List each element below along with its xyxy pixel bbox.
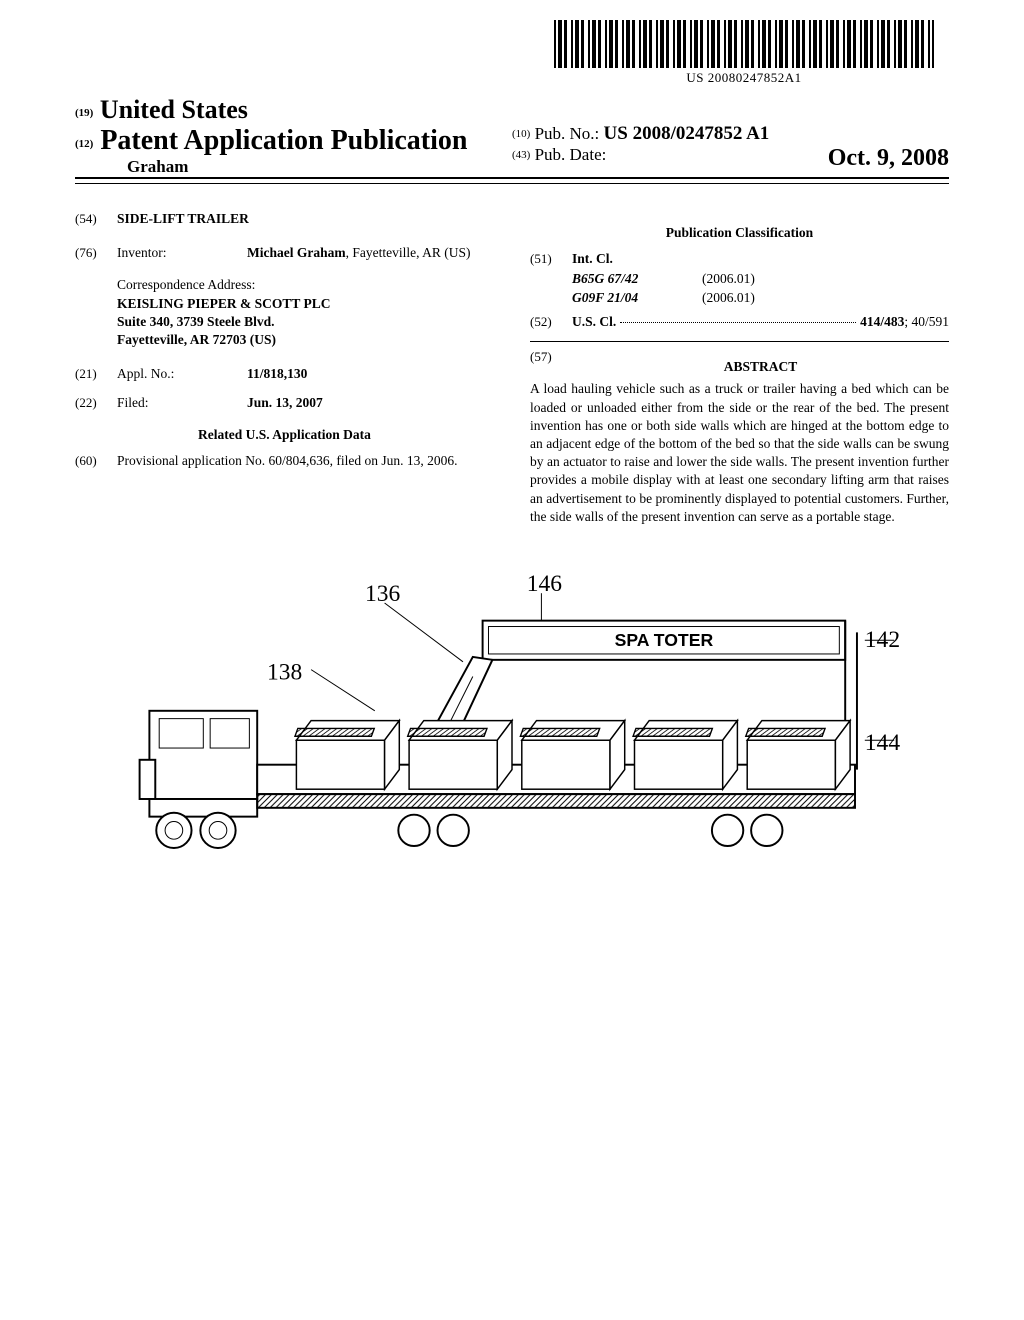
patent-figure: SPA TOTER	[120, 560, 904, 940]
inventor-name: Michael Graham	[247, 245, 346, 260]
code-52: (52)	[530, 313, 572, 331]
body-columns: (54) SIDE-LIFT TRAILER (76) Inventor: Mi…	[75, 210, 949, 526]
sign-text: SPA TOTER	[615, 630, 714, 650]
right-column: Publication Classification (51) Int. Cl.…	[530, 210, 949, 526]
uscl-value: 414/483	[860, 314, 904, 329]
corr-line3: Fayetteville, AR 72703 (US)	[117, 332, 276, 347]
intcl-symbol: G09F 21/04	[572, 289, 702, 307]
pubno-value: US 2008/0247852 A1	[604, 123, 770, 144]
pubno-label: Pub. No.:	[535, 124, 600, 143]
filed-value: Jun. 13, 2007	[247, 395, 323, 410]
inventor-loc: , Fayetteville, AR (US)	[346, 245, 471, 260]
ref-136: 136	[365, 581, 401, 607]
code-60: (60)	[75, 452, 117, 470]
corr-label: Correspondence Address:	[117, 276, 494, 294]
intcl-row: B65G 67/42 (2006.01)	[572, 270, 949, 288]
code-76: (76)	[75, 244, 117, 262]
pubdate-value: Oct. 9, 2008	[828, 145, 949, 172]
barcode-region: US 20080247852A1	[554, 20, 934, 86]
code-43: (43)	[512, 149, 530, 161]
intcl-date: (2006.01)	[702, 270, 812, 288]
ref-138: 138	[267, 659, 302, 685]
ref-142: 142	[865, 627, 900, 653]
country: United States	[100, 95, 248, 124]
barcode-label: US 20080247852A1	[554, 70, 934, 86]
masthead: (19) United States (12) Patent Applicati…	[75, 95, 949, 194]
pubdate-label: Pub. Date:	[535, 145, 607, 164]
filed-label: Filed:	[117, 394, 247, 412]
code-22: (22)	[75, 394, 117, 412]
intcl-date: (2006.01)	[702, 289, 812, 307]
correspondence-address: Correspondence Address: KEISLING PIEPER …	[117, 276, 494, 349]
uscl-value2: ; 40/591	[904, 314, 949, 329]
code-12: (12)	[75, 138, 93, 150]
code-21: (21)	[75, 365, 117, 383]
left-column: (54) SIDE-LIFT TRAILER (76) Inventor: Mi…	[75, 210, 494, 526]
inventor-label: Inventor:	[117, 244, 247, 262]
ref-144: 144	[865, 730, 901, 756]
corr-line1: KEISLING PIEPER & SCOTT PLC	[117, 296, 331, 311]
intcl-row: G09F 21/04 (2006.01)	[572, 289, 949, 307]
code-57: (57)	[530, 348, 572, 380]
intcl-table: B65G 67/42 (2006.01) G09F 21/04 (2006.01…	[572, 270, 949, 306]
intcl-label: Int. Cl.	[572, 251, 613, 266]
publication-type: Patent Application Publication	[100, 125, 467, 156]
code-19: (19)	[75, 107, 93, 119]
author-line: Graham	[75, 157, 512, 177]
code-10: (10)	[512, 128, 530, 140]
code-54: (54)	[75, 210, 117, 228]
masthead-rule	[75, 177, 949, 179]
corr-line2: Suite 340, 3739 Steele Blvd.	[117, 314, 275, 329]
code-51: (51)	[530, 250, 572, 268]
pubclass-heading: Publication Classification	[530, 224, 949, 242]
barcode	[554, 20, 934, 68]
intcl-symbol: B65G 67/42	[572, 270, 702, 288]
ref-146: 146	[527, 571, 563, 597]
abstract-text: A load hauling vehicle such as a truck o…	[530, 380, 949, 526]
masthead-thinrule	[75, 183, 949, 184]
uscl-label: U.S. Cl.	[572, 313, 616, 331]
provisional-text: Provisional application No. 60/804,636, …	[117, 452, 494, 470]
applno-value: 11/818,130	[247, 366, 307, 381]
applno-label: Appl. No.:	[117, 365, 247, 383]
abstract-heading: ABSTRACT	[572, 358, 949, 376]
related-heading: Related U.S. Application Data	[75, 426, 494, 444]
figure-svg: SPA TOTER	[120, 560, 904, 940]
uscl-leader-dots	[620, 322, 856, 323]
invention-title: SIDE-LIFT TRAILER	[117, 211, 249, 226]
